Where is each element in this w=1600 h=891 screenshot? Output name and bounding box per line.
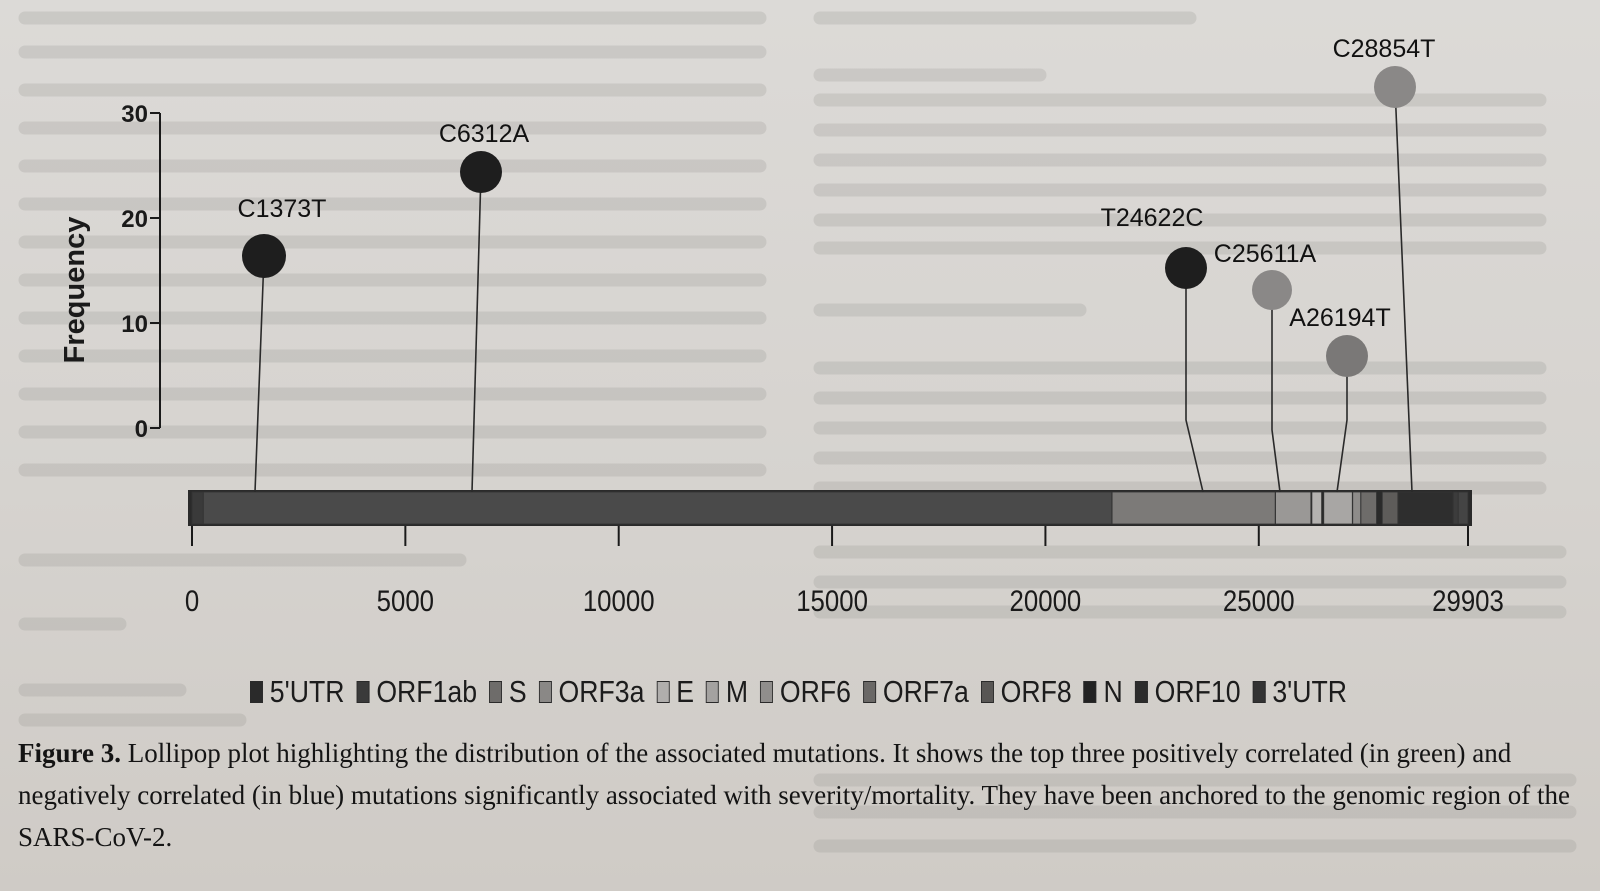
x-tick-label: 5000 <box>377 584 434 617</box>
legend-item: ORF8 <box>980 674 1072 710</box>
legend-swatch <box>706 681 719 703</box>
legend-label: ORF8 <box>1000 674 1072 709</box>
x-tick-label: 10000 <box>583 584 655 617</box>
lollipop-stem <box>1394 86 1413 493</box>
genome-region <box>1323 491 1353 525</box>
genome-bar <box>188 490 1472 526</box>
legend-item: ORF1ab <box>356 674 478 710</box>
genome-region <box>1452 491 1459 525</box>
y-axis-label: Frequency <box>59 217 91 364</box>
legend-label: ORF6 <box>779 674 852 709</box>
legend-label: S <box>508 674 527 709</box>
legend-item: ORF6 <box>760 674 851 710</box>
legend-item: S <box>489 674 527 710</box>
genome-region <box>202 491 1113 525</box>
lollipop-head <box>242 234 286 278</box>
genome-region <box>191 491 204 525</box>
lollipop-head <box>1326 335 1368 377</box>
axes-layer: 0 10 20 30 Frequency 0 5000 10000 15000 20000 2500… <box>59 101 1504 617</box>
y-tick-label: 10 <box>121 311 148 338</box>
mutation-label: C28854T <box>1333 35 1436 63</box>
legend-label: N <box>1103 674 1123 709</box>
x-tick-label: 15000 <box>796 584 868 617</box>
y-tick-label: 0 <box>135 416 148 443</box>
lollipop-head <box>1165 247 1207 289</box>
legend-swatch <box>538 681 552 703</box>
y-tick-label: 20 <box>121 206 148 233</box>
legend-label: 3'UTR <box>1272 674 1348 709</box>
legend-item: ORF3a <box>538 674 645 710</box>
legend-swatch <box>863 681 876 703</box>
genome-region <box>1381 491 1399 525</box>
legend-item: 5'UTR <box>250 674 344 710</box>
legend-label: ORF3a <box>558 674 645 709</box>
legend-swatch <box>356 681 370 703</box>
legend-label: 5'UTR <box>269 674 345 709</box>
x-tick-label: 29903 <box>1432 584 1504 617</box>
figure-caption: Figure 3. Lollipop plot highlighting the… <box>18 732 1578 858</box>
legend-item: ORF10 <box>1134 674 1241 710</box>
legend-label: M <box>725 674 749 709</box>
legend-label: ORF7a <box>882 674 969 709</box>
genome-region <box>1311 491 1322 525</box>
labels-layer: C1373T C6312A T24622C C25611A A26194T C28854T <box>238 35 1436 332</box>
legend-item: N <box>1083 674 1123 710</box>
stems-layer <box>242 66 1416 493</box>
lollipop-stem <box>471 171 482 493</box>
legend-item: ORF7a <box>863 674 969 710</box>
legend-swatch <box>656 681 670 703</box>
legend-label: ORF10 <box>1154 674 1241 709</box>
lollipop-stem <box>254 256 265 493</box>
caption-text: Lollipop plot highlighting the distribut… <box>18 738 1570 852</box>
legend-label: ORF1ab <box>376 674 478 709</box>
legend-item: 3'UTR <box>1252 674 1348 710</box>
legend-label: E <box>676 674 695 709</box>
legend-swatch <box>489 681 503 703</box>
mutation-label: T24622C <box>1101 204 1204 232</box>
legend-item: M <box>706 674 748 710</box>
genome-region <box>1111 491 1276 525</box>
caption-label: Figure 3. <box>18 738 121 768</box>
legend-swatch <box>760 681 774 703</box>
mutation-label: C1373T <box>238 195 327 223</box>
y-tick-label: 30 <box>121 101 148 128</box>
mutation-label: C6312A <box>439 120 530 148</box>
x-tick-label: 0 <box>185 584 199 617</box>
genome-region <box>1352 491 1362 525</box>
lollipop-head <box>460 151 502 193</box>
legend-swatch <box>1252 681 1266 703</box>
lollipop-stem <box>1336 356 1348 493</box>
legend: 5'UTR ORF1ab S ORF3a E M ORF6 ORF7a ORF8 N ORF10 3'… <box>250 670 1359 714</box>
mutation-label: A26194T <box>1289 304 1390 332</box>
legend-swatch <box>1134 681 1148 703</box>
lollipop-head <box>1374 66 1416 108</box>
legend-swatch <box>980 681 994 703</box>
genome-region <box>1398 491 1453 525</box>
legend-item: E <box>656 674 694 710</box>
mutation-label: C25611A <box>1214 240 1317 268</box>
lollipop-stem <box>1185 268 1204 493</box>
lollipop-head <box>1252 270 1292 310</box>
lollipop-stem <box>1271 290 1281 493</box>
legend-swatch <box>1083 681 1097 703</box>
genome-region <box>1360 491 1377 525</box>
x-tick-label: 25000 <box>1223 584 1295 617</box>
x-tick-label: 20000 <box>1010 584 1082 617</box>
legend-swatch <box>250 681 263 703</box>
genome-region <box>1457 491 1469 525</box>
genome-region <box>1275 491 1312 525</box>
